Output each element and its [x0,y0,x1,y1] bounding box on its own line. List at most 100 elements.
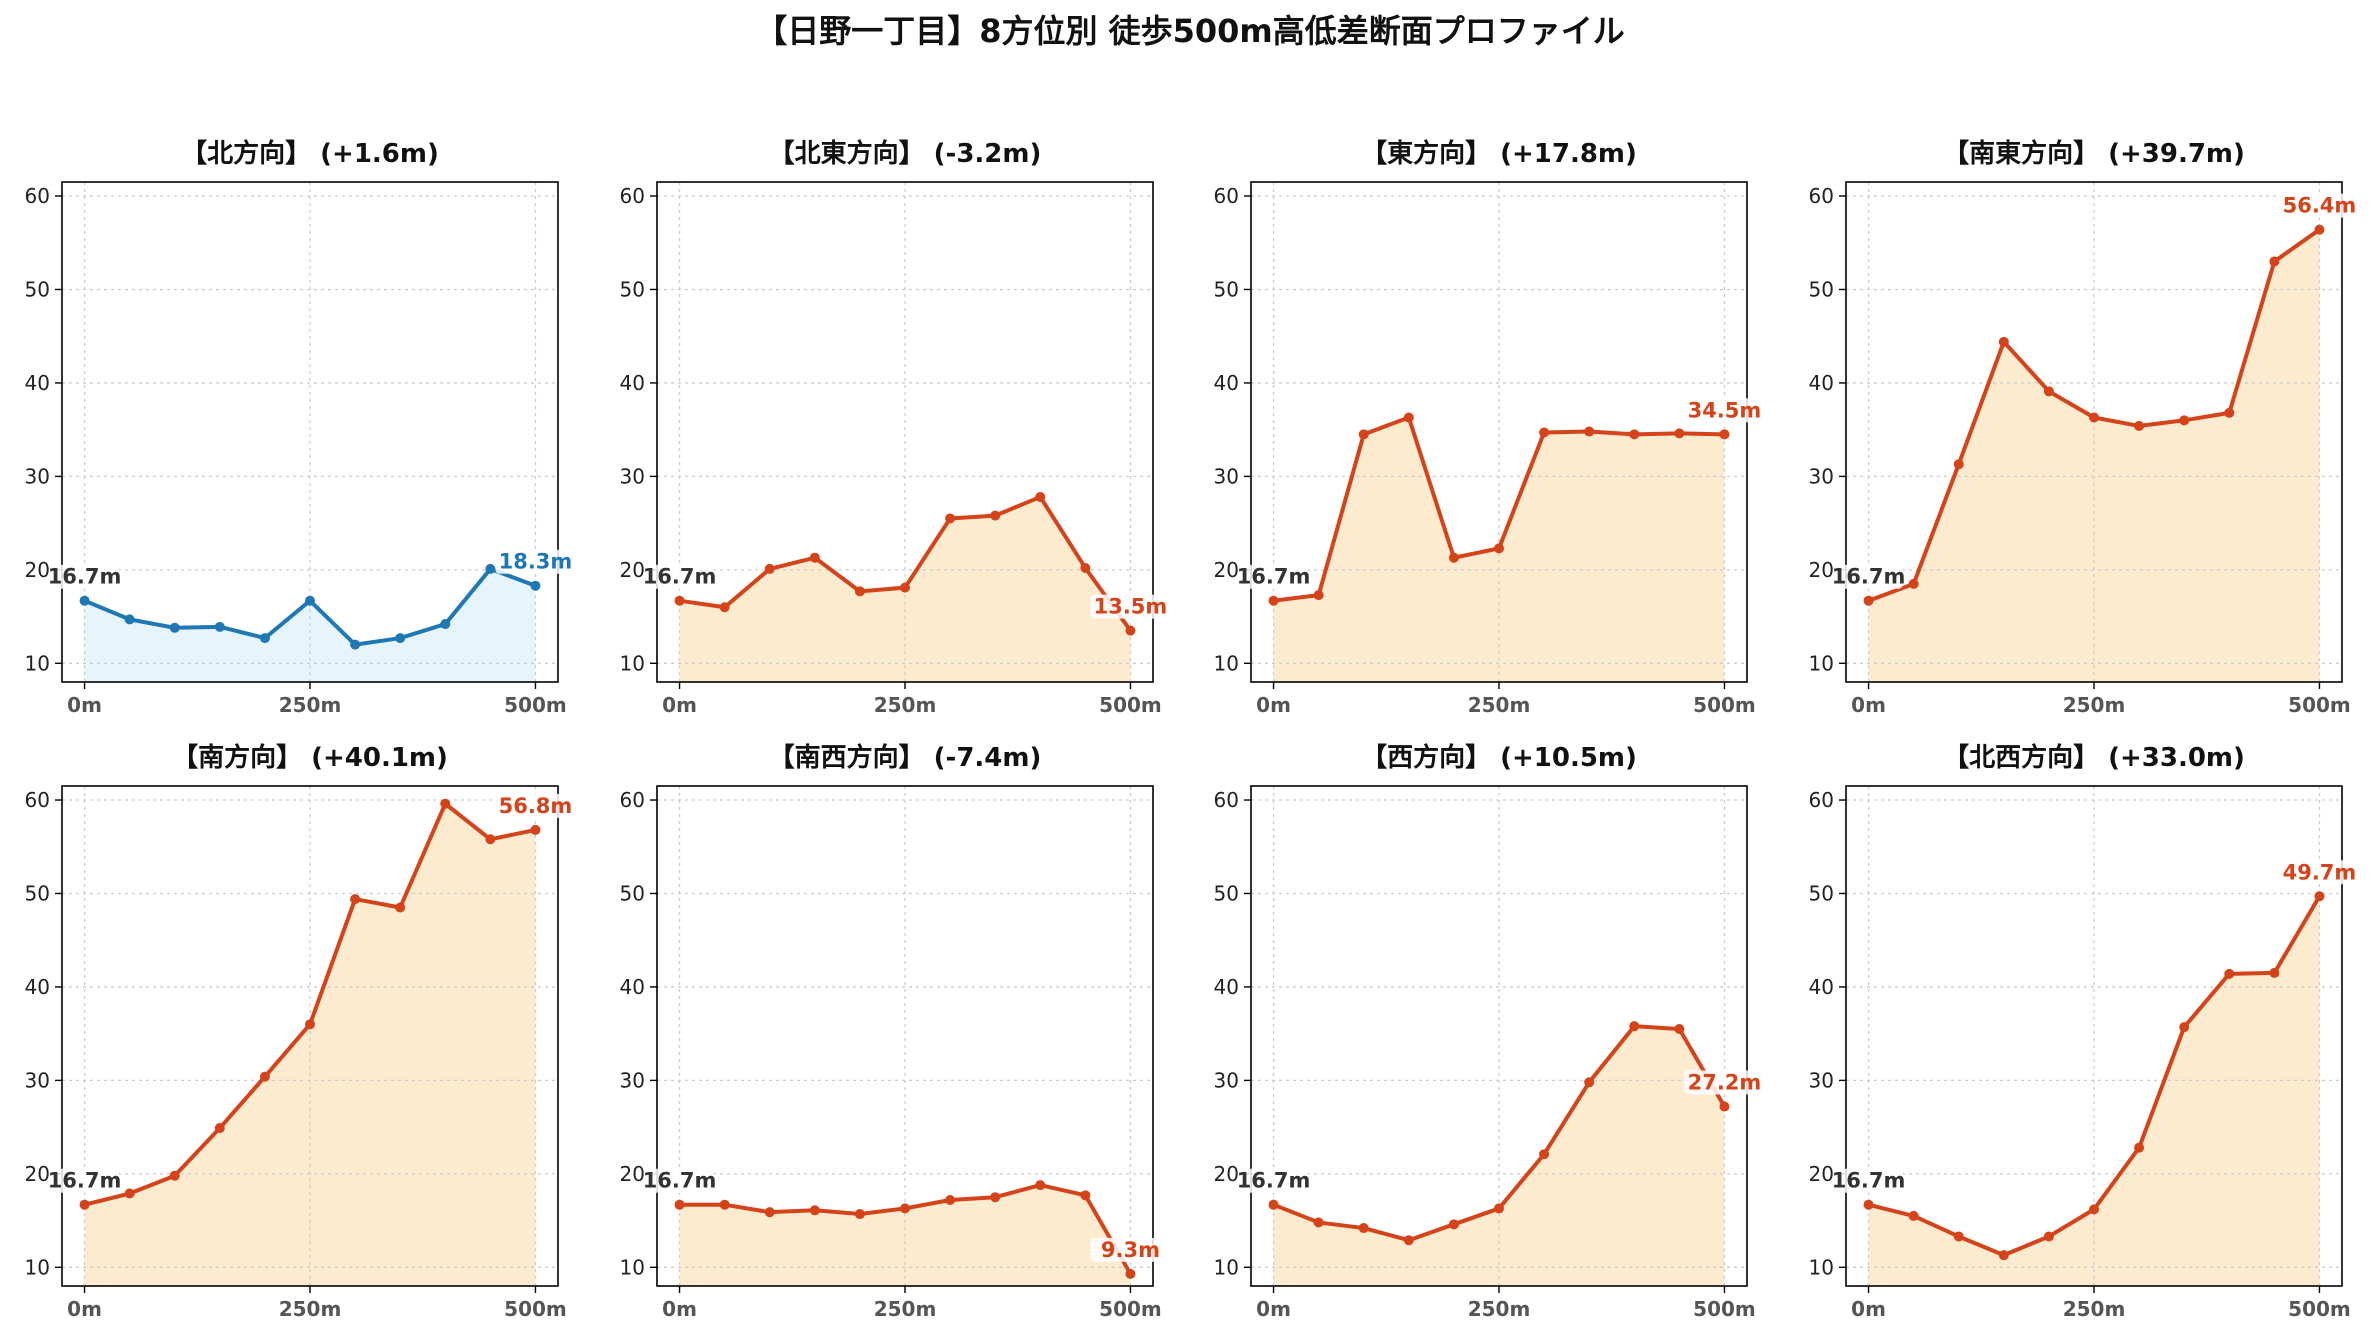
data-point [1125,625,1136,636]
x-tick-label: 0m [1256,1297,1291,1321]
end-label-bg [495,549,576,574]
data-point [1539,427,1550,438]
data-point [990,1192,1001,1203]
start-label-bg [1239,564,1308,589]
x-tick-label: 500m [1693,1297,1756,1321]
data-point [1539,1149,1550,1160]
data-point [674,1199,685,1210]
data-point [79,1199,90,1210]
y-tick-label: 30 [25,464,50,488]
data-point [440,619,451,630]
y-tick-label: 50 [1809,277,1834,301]
data-point [1674,1023,1685,1034]
start-label: 16.7m [643,565,717,589]
data-point [485,834,496,845]
start-label: 16.7m [48,565,122,589]
data-point [530,580,541,591]
y-tick-label: 40 [1809,371,1834,395]
end-label-bg [1684,1070,1765,1095]
data-point [305,595,315,606]
subplot-title: 【東方向】 (+17.8m) [1361,138,1637,169]
y-tick-label: 40 [1214,975,1239,999]
x-tick-label: 250m [874,693,937,717]
x-tick-label: 250m [2063,1297,2126,1321]
end-label: 34.5m [1688,398,1762,422]
y-tick-label: 10 [1214,1255,1239,1279]
y-tick-label: 20 [25,558,50,582]
y-tick-label: 40 [25,371,50,395]
data-point [1629,429,1640,440]
data-point [2179,1022,2190,1033]
y-tick-label: 60 [1809,788,1834,812]
y-tick-label: 10 [25,1255,50,1279]
y-tick-label: 50 [620,277,645,301]
data-point [764,1207,775,1218]
end-label-bg [1090,1237,1171,1262]
x-tick-label: 500m [2288,693,2351,717]
end-label: 56.4m [2283,194,2357,218]
data-point [214,1123,225,1134]
start-label: 16.7m [48,1169,122,1193]
y-tick-label: 40 [620,371,645,395]
x-tick-label: 0m [662,693,697,717]
subplot-title: 【北西方向】 (+33.0m) [1943,742,2245,773]
data-point [305,1019,315,1030]
data-point [809,1205,820,1216]
data-point [719,602,730,613]
start-label-bg [1834,564,1903,589]
data-point [1268,1199,1279,1210]
y-tick-label: 50 [620,881,645,905]
data-point [1674,428,1685,439]
y-tick-label: 50 [25,277,50,301]
data-point [2224,968,2235,979]
start-label: 16.7m [1832,1169,1906,1193]
end-label: 9.3m [1101,1238,1160,1262]
x-tick-label: 500m [1099,693,1162,717]
data-point [2269,256,2280,267]
x-tick-label: 500m [1693,693,1756,717]
subplot-2: 【東方向】 (+17.8m) 10 20 30 40 50 60 0m 250m 500m 16.7… [1214,138,1765,717]
data-point [2179,415,2190,426]
data-point [259,633,270,644]
data-point [854,586,865,597]
y-tick-label: 60 [620,184,645,208]
data-point [530,824,541,835]
data-point [440,798,451,809]
y-tick-label: 10 [25,651,50,675]
y-tick-label: 20 [25,1162,50,1186]
y-tick-label: 30 [1214,1068,1239,1092]
data-point [900,1203,910,1214]
y-tick-label: 50 [1214,277,1239,301]
figure-title: 【日野一丁目】8方位別 徒歩500m高低差断面プロファイル [755,12,1625,50]
data-point [124,614,135,625]
end-label-bg [495,793,576,818]
data-point [1080,562,1091,573]
data-point [1403,412,1414,423]
y-tick-label: 20 [1214,1162,1239,1186]
y-tick-label: 10 [620,1255,645,1279]
y-tick-label: 10 [620,651,645,675]
area-fill [1273,1026,1725,1286]
y-tick-label: 60 [25,184,50,208]
data-point [1035,1180,1046,1191]
y-tick-label: 20 [1214,558,1239,582]
data-point [169,622,180,633]
data-point [1863,1199,1874,1210]
data-point [214,621,225,632]
y-tick-label: 30 [620,464,645,488]
x-tick-label: 0m [1256,693,1291,717]
start-label-bg [1239,1168,1308,1193]
end-label: 27.2m [1688,1071,1762,1095]
y-tick-label: 30 [1214,464,1239,488]
x-tick-label: 0m [67,693,102,717]
end-label-bg [2279,860,2360,885]
subplot-0: 【北方向】 (+1.6m) 10 20 30 40 50 60 0m 250m 500m 16.7m… [25,138,576,717]
y-tick-label: 10 [1809,651,1834,675]
data-point [1998,336,2009,347]
end-label-bg [1684,398,1765,423]
data-point [259,1071,270,1082]
subplot-4: 【南方向】 (+40.1m) 10 20 30 40 50 60 0m 250m 500m 16.7… [25,742,576,1321]
x-tick-label: 0m [67,1297,102,1321]
y-tick-label: 50 [25,881,50,905]
data-point [1125,1268,1136,1279]
